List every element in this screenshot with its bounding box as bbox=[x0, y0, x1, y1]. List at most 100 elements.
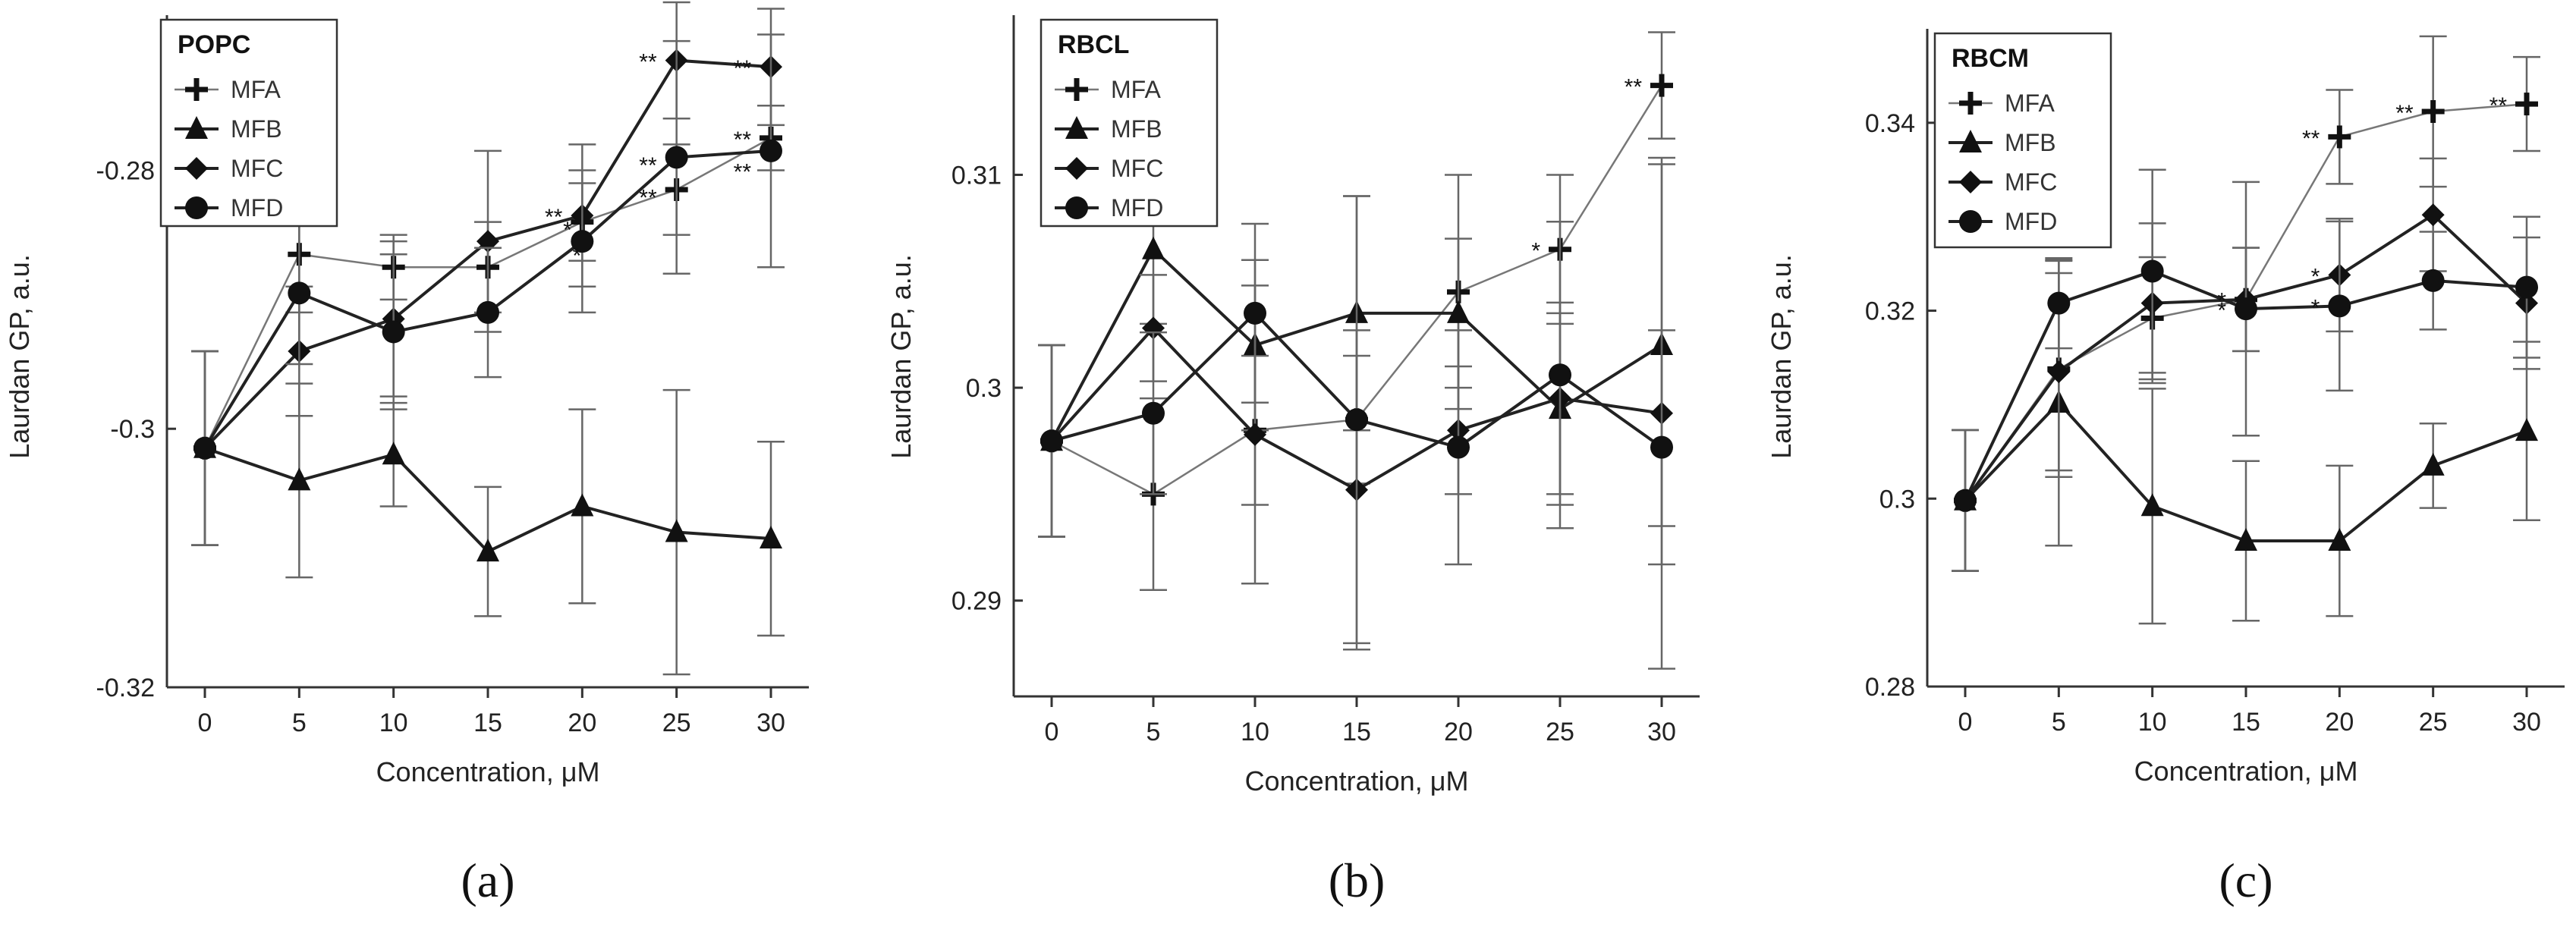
significance-mark: ** bbox=[734, 56, 752, 81]
legend-title: RBCL bbox=[1058, 30, 1129, 59]
significance-mark: ** bbox=[734, 159, 752, 184]
significance-mark: ** bbox=[2395, 101, 2414, 126]
data-point bbox=[477, 300, 499, 324]
legend: POPC MFA MFB MFC MFD bbox=[159, 18, 338, 228]
significance-mark: * bbox=[2217, 298, 2226, 323]
data-point bbox=[2047, 291, 2071, 315]
x-tick-label: 20 bbox=[568, 709, 596, 737]
y-tick-label: -0.28 bbox=[96, 156, 156, 185]
legend-title: POPC bbox=[178, 30, 250, 59]
data-point bbox=[2421, 99, 2445, 123]
data-point bbox=[665, 146, 688, 169]
legend-marker bbox=[1959, 210, 1982, 233]
significance-mark: * bbox=[1531, 239, 1540, 264]
y-tick-label: 0.32 bbox=[1865, 297, 1915, 326]
x-tick-label: 25 bbox=[2419, 708, 2448, 737]
data-point bbox=[1447, 435, 1470, 459]
x-tick-label: 0 bbox=[1958, 708, 1973, 737]
significance-mark: ** bbox=[639, 50, 657, 75]
significance-mark: ** bbox=[639, 186, 657, 211]
data-point bbox=[1549, 363, 1571, 387]
series-mfb bbox=[191, 350, 785, 676]
legend-marker bbox=[1065, 157, 1088, 180]
significance-mark: ** bbox=[2302, 126, 2320, 151]
data-point bbox=[1345, 408, 1368, 432]
data-point bbox=[2328, 294, 2351, 318]
legend: RBCM MFA MFB MFC MFD bbox=[1933, 32, 2112, 249]
y-tick-label: -0.32 bbox=[96, 674, 156, 702]
significance-mark: * bbox=[573, 244, 582, 269]
legend-marker bbox=[185, 78, 208, 101]
x-tick-label: 30 bbox=[1647, 718, 1676, 746]
x-tick-label: 5 bbox=[2052, 708, 2066, 737]
x-tick-label: 0 bbox=[198, 709, 212, 737]
x-tick-label: 25 bbox=[1546, 718, 1574, 746]
data-point bbox=[760, 526, 782, 549]
data-point bbox=[1650, 435, 1673, 459]
x-tick-label: 5 bbox=[1146, 718, 1161, 746]
data-point bbox=[2328, 528, 2351, 551]
legend-entry-label: MFD bbox=[2005, 208, 2057, 235]
data-point bbox=[1244, 301, 1266, 325]
data-point bbox=[2515, 418, 2538, 442]
data-point bbox=[1447, 300, 1470, 323]
y-tick-label: 0.31 bbox=[951, 161, 1002, 190]
significance-mark: ** bbox=[734, 127, 752, 152]
data-point bbox=[288, 467, 311, 491]
chart-panel-rbcm: 0.28 0.3 0.32 0.34 0 5 10 15 20 25 30 Concentration… bbox=[1766, 29, 2565, 907]
x-tick-label: 10 bbox=[2138, 708, 2167, 737]
data-point bbox=[193, 436, 216, 460]
data-point bbox=[2421, 269, 2445, 292]
legend-marker bbox=[1959, 130, 1982, 152]
panel-label: (a) bbox=[461, 853, 514, 907]
legend-entry-label: MFB bbox=[231, 115, 282, 143]
y-tick-label: 0.3 bbox=[966, 374, 1002, 403]
data-point bbox=[665, 519, 688, 542]
legend-marker bbox=[1065, 78, 1088, 101]
chart-panel-rbcl: 0.29 0.3 0.31 0 5 10 15 20 25 30 Concentration, μM… bbox=[885, 15, 1700, 907]
x-tick-label: 10 bbox=[379, 709, 408, 737]
x-tick-label: 0 bbox=[1045, 718, 1059, 746]
legend-marker bbox=[1959, 92, 1982, 115]
panel-label: (c) bbox=[2219, 853, 2272, 907]
data-point bbox=[1954, 489, 1977, 512]
significance-mark: ** bbox=[639, 153, 657, 178]
significance-mark: ** bbox=[2490, 93, 2508, 118]
data-point bbox=[571, 230, 594, 253]
x-tick-label: 5 bbox=[292, 709, 307, 737]
significance-mark: * bbox=[2311, 295, 2320, 320]
x-tick-label: 10 bbox=[1241, 718, 1269, 746]
series-mfd bbox=[1952, 168, 2540, 572]
data-point bbox=[1040, 429, 1063, 453]
legend-box bbox=[159, 18, 338, 228]
y-tick-label: 0.29 bbox=[951, 587, 1002, 616]
significance-mark: * bbox=[563, 218, 572, 243]
legend-entry-label: MFD bbox=[1111, 194, 1163, 222]
legend-entry-label: MFC bbox=[231, 155, 283, 182]
series-mfd bbox=[191, 33, 785, 546]
x-tick-label: 20 bbox=[2325, 708, 2354, 737]
data-point bbox=[2047, 360, 2071, 384]
legend-marker bbox=[185, 196, 208, 219]
x-tick-label: 30 bbox=[756, 709, 785, 737]
legend-entry-label: MFA bbox=[231, 76, 281, 103]
x-axis-label: Concentration, μM bbox=[1245, 765, 1469, 797]
data-point bbox=[2515, 275, 2538, 299]
data-point bbox=[2140, 259, 2164, 283]
data-point bbox=[382, 442, 405, 465]
legend-entry-label: MFC bbox=[2005, 168, 2057, 196]
x-axis-label: Concentration, μM bbox=[2134, 756, 2358, 787]
legend-marker bbox=[1959, 171, 1982, 193]
data-point bbox=[382, 320, 405, 344]
y-tick-label: -0.3 bbox=[110, 415, 155, 444]
series-mfc bbox=[1952, 157, 2540, 572]
significance-mark: ** bbox=[1625, 75, 1643, 100]
significance-mark: * bbox=[2311, 265, 2320, 290]
legend-entry-label: MFC bbox=[1111, 155, 1163, 182]
legend-marker bbox=[1065, 116, 1088, 139]
x-axis-label: Concentration, μM bbox=[376, 756, 600, 787]
data-point bbox=[2140, 493, 2164, 517]
data-point bbox=[1244, 423, 1266, 446]
data-point bbox=[288, 281, 311, 305]
